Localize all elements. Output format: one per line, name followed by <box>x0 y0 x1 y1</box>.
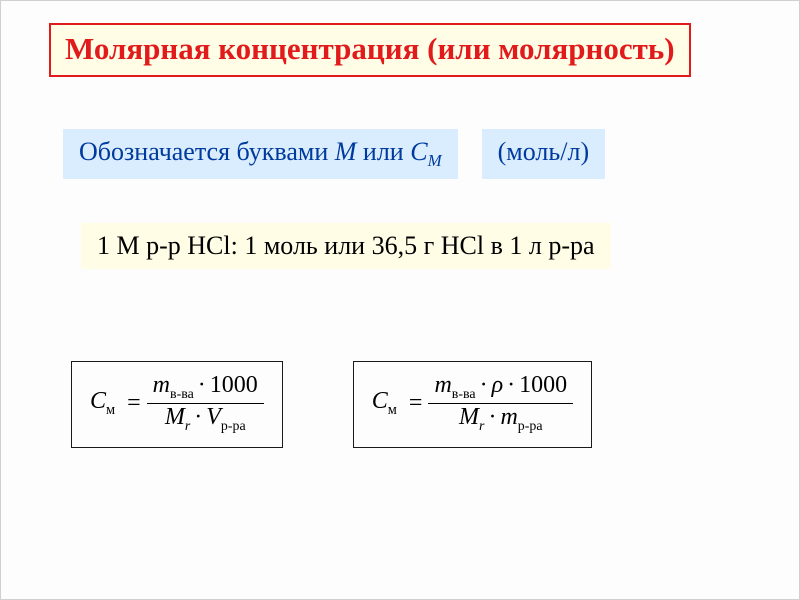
f2-den-m2: m <box>500 404 517 430</box>
f2-den-mr: M <box>459 404 479 430</box>
formula1-fraction: mв-ва·1000 Mr·Vр-ра <box>147 372 264 435</box>
notation-prefix: Обозначается буквами <box>79 137 335 166</box>
f1-num-m-sub: в-ва <box>170 387 194 402</box>
f1-num-m: m <box>153 372 170 398</box>
formula1-lhs-sym: С <box>90 388 106 414</box>
formula2-lhs-sym: С <box>372 388 388 414</box>
formula2-numerator: mв-ва·ρ·1000 <box>428 372 573 404</box>
f2-num-const: 1000 <box>519 372 567 398</box>
equals-sign: = <box>409 390 423 417</box>
formula2-lhs-sub: м <box>388 402 397 418</box>
notation-sym-c: С <box>410 137 427 166</box>
notation-text: Обозначается буквами М или СМ <box>63 129 458 179</box>
f2-den-m2-sub: р-ра <box>518 419 543 434</box>
formula2-lhs: См <box>372 388 397 419</box>
f1-den-v: V <box>206 404 221 430</box>
example-text: 1 М р-р HCl: 1 моль или 36,5 г HCl в 1 л… <box>81 223 611 269</box>
formula1-lhs-sub: м <box>106 402 115 418</box>
f2-num-rho: ρ <box>492 372 504 398</box>
f2-num-m: m <box>434 372 451 398</box>
f1-den-mr: M <box>165 404 185 430</box>
notation-mid: или <box>356 137 410 166</box>
formula2-fraction: mв-ва·ρ·1000 Mr·mр-ра <box>428 372 573 435</box>
notation-sym-c-sub: М <box>428 151 442 170</box>
title-heading: Молярная концентрация (или молярность) <box>49 23 691 77</box>
equals-sign: = <box>127 390 141 417</box>
f1-den-v-sub: р-ра <box>221 419 246 434</box>
notation-row: Обозначается буквами М или СМ (моль/л) <box>63 129 605 179</box>
formulas-row: См = mв-ва·1000 Mr·Vр-ра См = mв-ва·ρ·10… <box>71 361 592 448</box>
formula-1: См = mв-ва·1000 Mr·Vр-ра <box>71 361 283 448</box>
formula-2: См = mв-ва·ρ·1000 Mr·mр-ра <box>353 361 592 448</box>
formula2-denominator: Mr·mр-ра <box>453 404 548 435</box>
formula1-numerator: mв-ва·1000 <box>147 372 264 404</box>
notation-sym-m: М <box>335 137 357 166</box>
formula1-lhs: См <box>90 388 115 419</box>
formula1-denominator: Mr·Vр-ра <box>159 404 252 435</box>
f2-num-m-sub: в-ва <box>452 387 476 402</box>
unit-text: (моль/л) <box>482 129 605 179</box>
f1-num-const: 1000 <box>210 372 258 398</box>
